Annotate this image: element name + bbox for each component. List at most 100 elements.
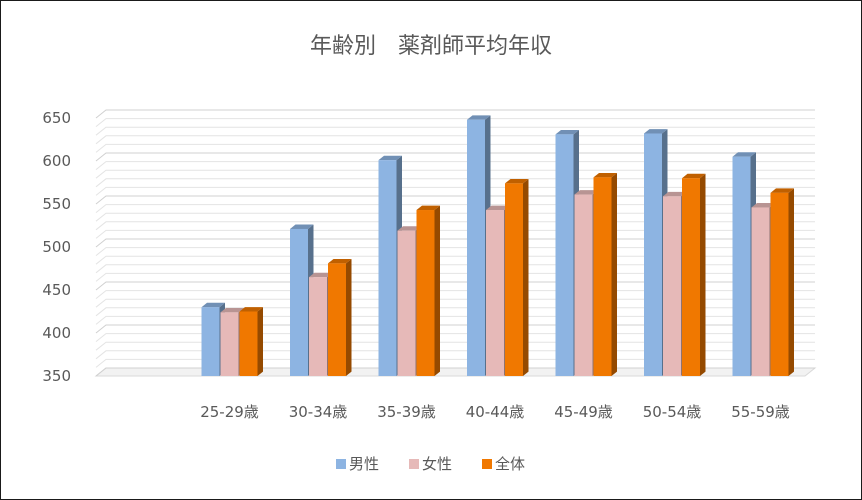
x-tick-label: 35-39歳 bbox=[377, 403, 436, 421]
x-tick-label: 25-29歳 bbox=[200, 403, 259, 421]
bar-front bbox=[663, 196, 681, 376]
bar-top bbox=[732, 152, 756, 157]
minor-gridline bbox=[95, 272, 815, 282]
bar-top bbox=[593, 172, 617, 178]
legend-label: 全体 bbox=[495, 455, 525, 473]
bar bbox=[328, 258, 352, 376]
bar-top bbox=[770, 188, 794, 193]
bar-top bbox=[239, 307, 263, 312]
bar-front bbox=[467, 119, 485, 376]
x-axis-ticks: 25-29歳 30-34歳 35-39歳 40-44歳 45-49歳 50-54歳 55-5… bbox=[200, 403, 790, 421]
legend-item: 男性 bbox=[336, 455, 379, 473]
bar-top bbox=[555, 129, 579, 135]
bar-side bbox=[700, 173, 706, 376]
minor-gridline bbox=[95, 264, 815, 274]
bar-front bbox=[486, 210, 504, 376]
major-gridline bbox=[95, 152, 815, 162]
bar-front bbox=[378, 160, 397, 376]
bar-top bbox=[290, 224, 314, 229]
bar-front bbox=[201, 307, 220, 376]
bar bbox=[770, 188, 794, 376]
y-tick-label: 400 bbox=[42, 324, 71, 342]
major-gridline bbox=[95, 195, 815, 205]
x-tick-label: 50-54歳 bbox=[643, 403, 702, 421]
bar-front bbox=[644, 133, 662, 376]
x-tick-label: 55-59歳 bbox=[731, 403, 790, 421]
legend-item: 女性 bbox=[409, 455, 452, 473]
bar-front bbox=[751, 207, 770, 376]
legend-label: 女性 bbox=[422, 455, 452, 473]
bar-side bbox=[523, 178, 529, 376]
bar-side bbox=[434, 205, 440, 376]
y-axis-ticks: 350 400 450 500 550 600 650 bbox=[42, 109, 71, 385]
legend-label: 男性 bbox=[349, 455, 379, 473]
bar-front bbox=[732, 156, 751, 376]
minor-gridline bbox=[95, 212, 815, 222]
major-gridline bbox=[95, 238, 815, 248]
bar-front bbox=[397, 230, 416, 376]
major-gridline bbox=[95, 281, 815, 291]
minor-gridline bbox=[95, 255, 815, 265]
bar-front bbox=[505, 183, 523, 376]
y-tick-label: 450 bbox=[42, 281, 71, 299]
bar-front bbox=[574, 194, 593, 376]
bar-side bbox=[346, 258, 352, 376]
legend: 男性 女性 全体 bbox=[336, 455, 525, 473]
legend-swatch bbox=[482, 459, 492, 469]
bar-top bbox=[663, 191, 687, 197]
bar-front bbox=[593, 177, 612, 376]
major-gridline bbox=[95, 109, 815, 119]
minor-gridline bbox=[95, 221, 815, 231]
x-tick-label: 45-49歳 bbox=[554, 403, 613, 421]
minor-gridline bbox=[95, 204, 815, 213]
bar-top bbox=[751, 203, 775, 208]
bar-front bbox=[328, 263, 346, 376]
y-tick-label: 500 bbox=[42, 238, 71, 256]
bar-front bbox=[682, 178, 700, 376]
bar-top bbox=[505, 178, 529, 184]
y-tick-label: 650 bbox=[42, 109, 71, 127]
bar-top bbox=[378, 155, 402, 161]
x-tick-label: 40-44歳 bbox=[466, 403, 525, 421]
bar-top bbox=[328, 258, 352, 264]
minor-gridline bbox=[95, 126, 815, 136]
bar-front bbox=[309, 277, 327, 376]
bar-front bbox=[239, 311, 258, 376]
bar-top bbox=[644, 129, 668, 134]
bar-top bbox=[309, 272, 333, 278]
bar bbox=[416, 205, 440, 376]
minor-gridline bbox=[95, 178, 815, 188]
minor-gridline bbox=[95, 118, 815, 127]
bar bbox=[239, 307, 263, 376]
bar-top bbox=[416, 205, 440, 211]
y-tick-label: 350 bbox=[42, 367, 71, 385]
bar-side bbox=[611, 172, 617, 376]
bar bbox=[505, 178, 529, 376]
y-tick-label: 550 bbox=[42, 195, 71, 213]
bar bbox=[682, 173, 706, 376]
bar-front bbox=[555, 134, 574, 376]
legend-swatch bbox=[336, 459, 346, 469]
minor-gridline bbox=[95, 161, 815, 170]
minor-gridline bbox=[95, 169, 815, 179]
legend-item: 全体 bbox=[482, 455, 525, 473]
bar-front bbox=[416, 210, 435, 376]
bar-front bbox=[290, 228, 308, 376]
x-tick-label: 30-34歳 bbox=[289, 403, 348, 421]
minor-gridline bbox=[95, 186, 815, 196]
minor-gridline bbox=[95, 135, 815, 145]
bars bbox=[201, 115, 794, 376]
minor-gridline bbox=[95, 247, 815, 256]
bar-front bbox=[220, 312, 239, 376]
bar-top bbox=[486, 205, 510, 211]
bar-side bbox=[257, 307, 263, 376]
bar-top bbox=[397, 226, 421, 231]
minor-gridline bbox=[95, 143, 815, 153]
minor-gridline bbox=[95, 229, 815, 239]
bar bbox=[593, 172, 617, 376]
bar-top bbox=[682, 173, 706, 179]
bar-top bbox=[574, 190, 598, 195]
bar-top bbox=[201, 302, 225, 308]
